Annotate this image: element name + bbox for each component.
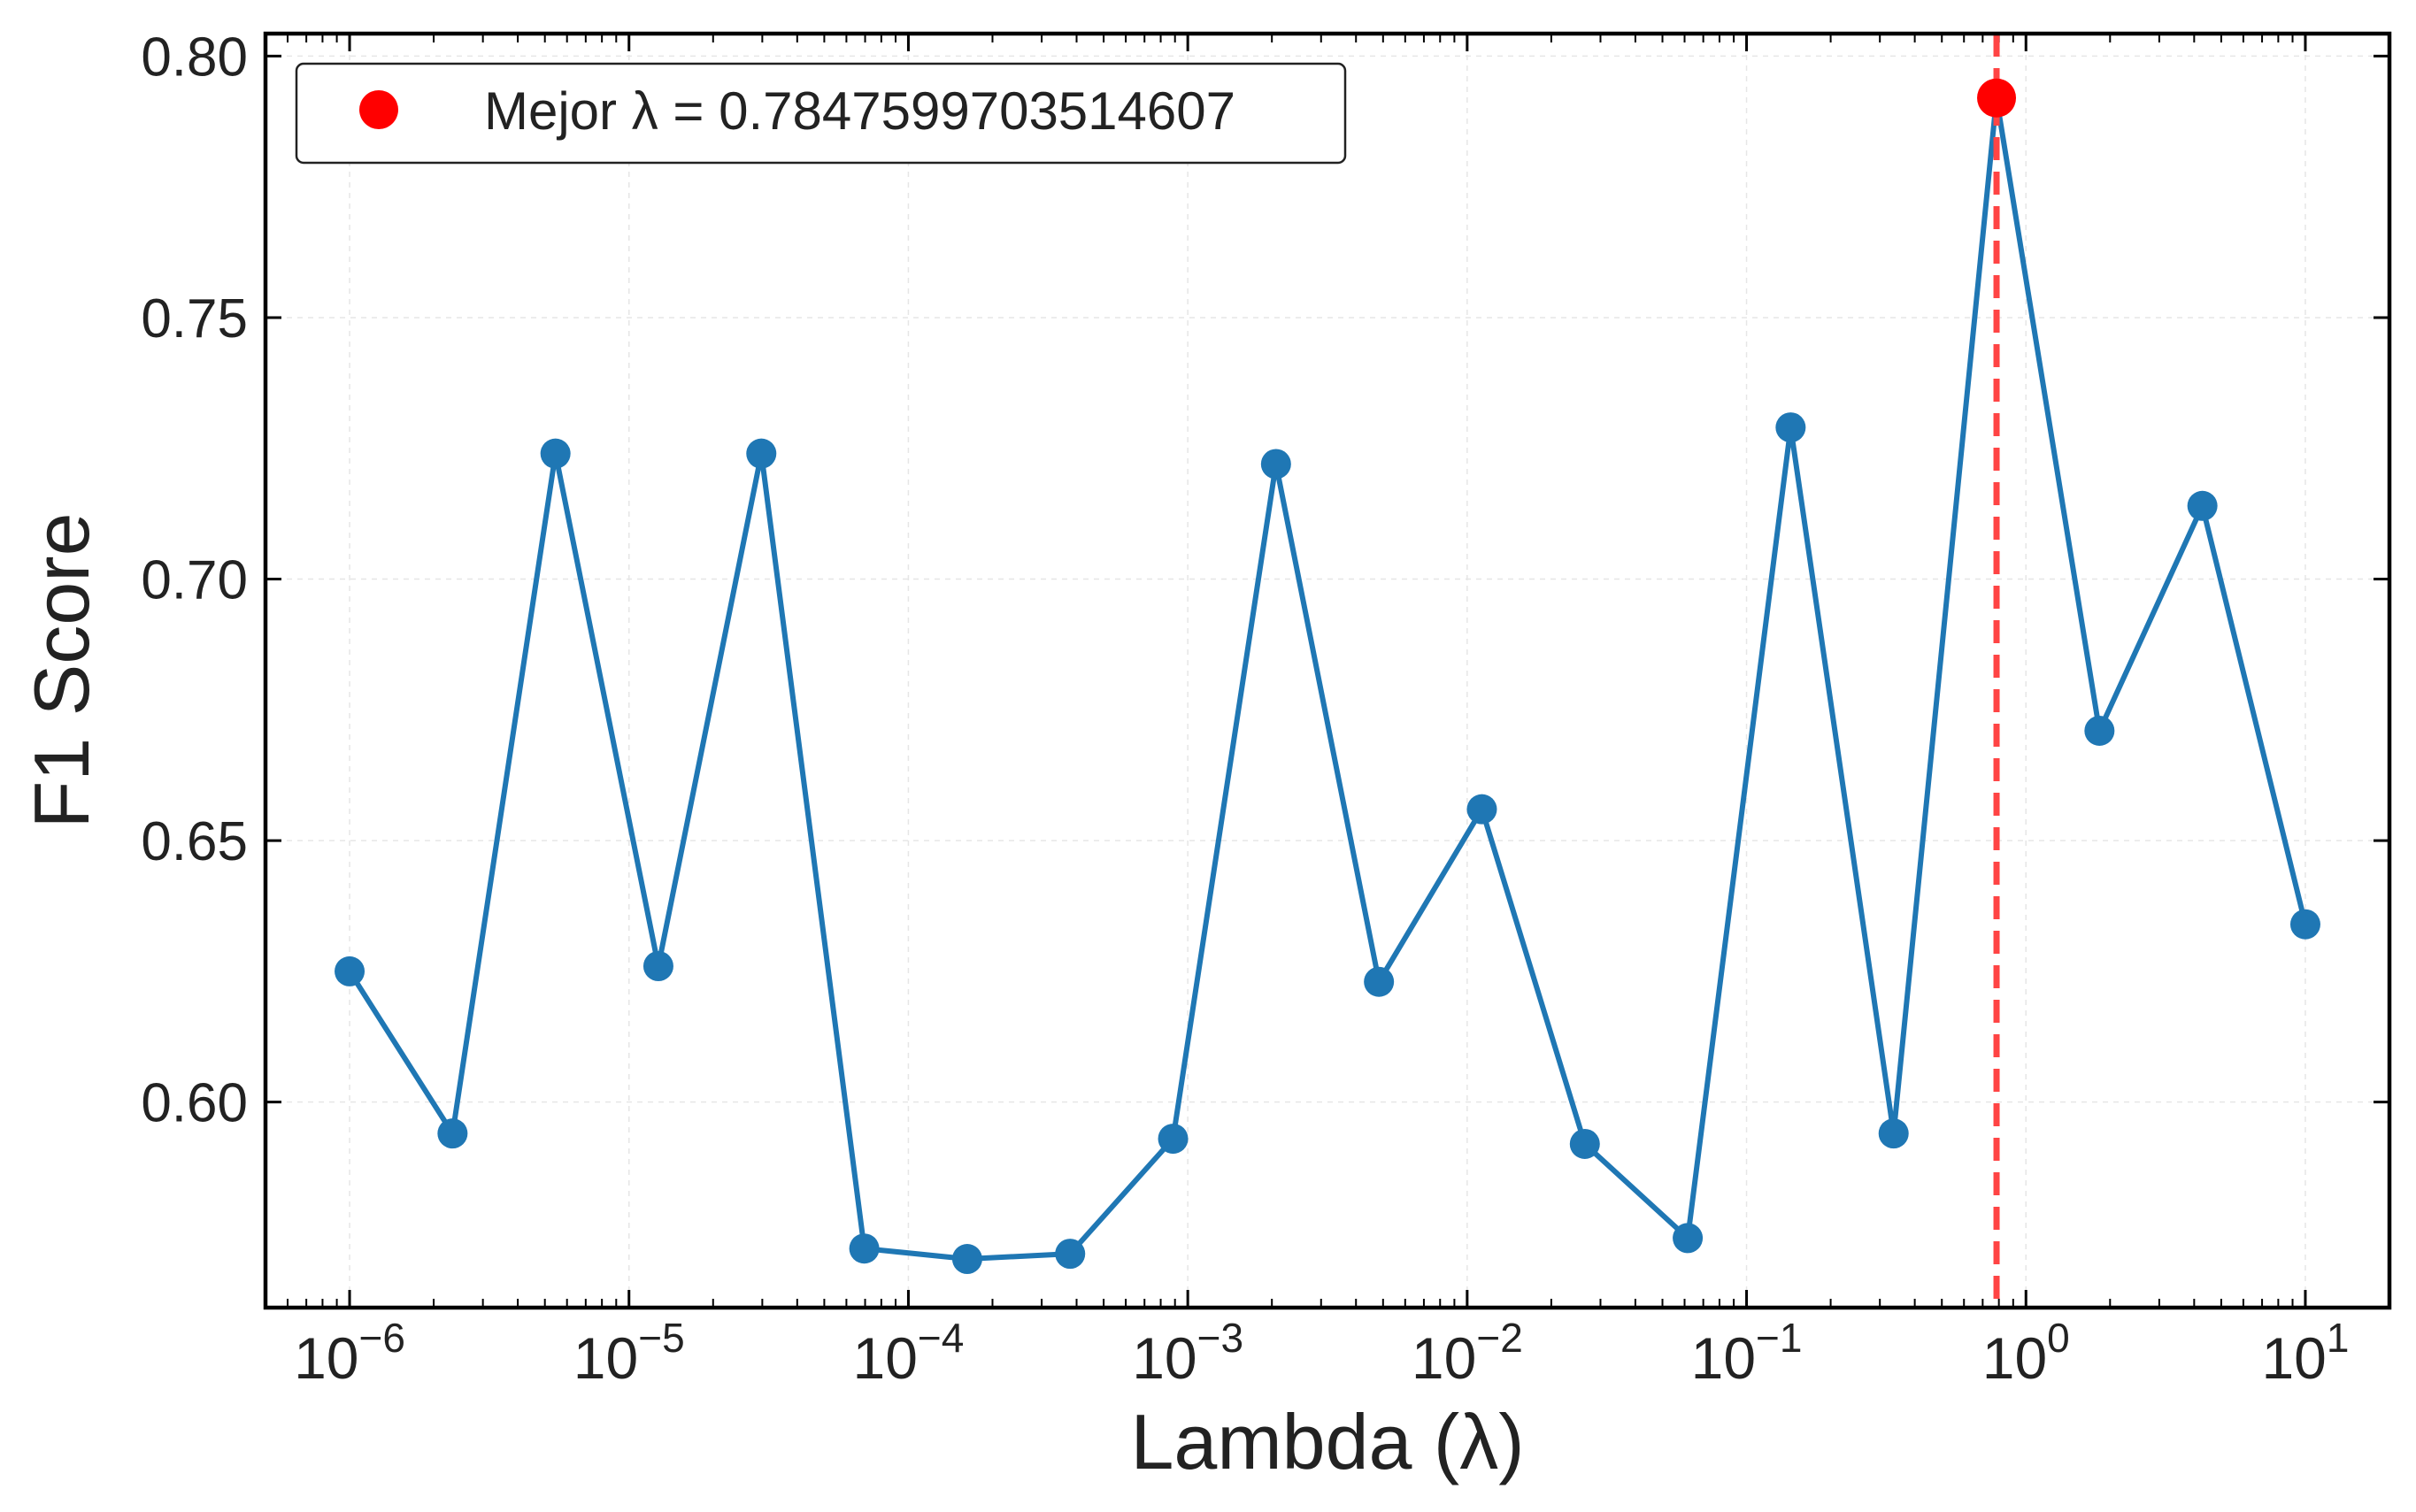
- x-tick-label: 101: [2261, 1315, 2349, 1391]
- legend-box: [295, 62, 1347, 165]
- data-point: [335, 956, 365, 986]
- y-tick-label: 0.80: [141, 27, 248, 88]
- data-layer: [335, 34, 2320, 1308]
- data-point: [1878, 1118, 1909, 1149]
- y-tick-label: 0.70: [141, 550, 248, 611]
- plot-frame: [263, 31, 2392, 1310]
- data-point: [1158, 1124, 1189, 1155]
- data-point: [1055, 1239, 1086, 1270]
- series-line: [347, 95, 2308, 1262]
- legend: Mejor λ = 0.7847599703514607: [295, 62, 1347, 165]
- legend-marker: [359, 90, 398, 129]
- y-tick-label: 0.75: [141, 288, 248, 349]
- data-point: [2084, 715, 2115, 746]
- data-point: [540, 438, 571, 469]
- data-point: [1260, 449, 1291, 480]
- x-axis-label: Lambda (λ): [1130, 1398, 1524, 1485]
- data-point: [1364, 966, 1395, 997]
- y-tick-label: 0.60: [141, 1073, 248, 1134]
- grid: [265, 34, 2389, 1308]
- data-point: [746, 438, 777, 469]
- data-point: [642, 950, 673, 981]
- legend-label: Mejor λ = 0.7847599703514607: [484, 81, 1235, 141]
- data-point: [1775, 412, 1806, 443]
- data-point: [1569, 1128, 1600, 1159]
- best-point-marker: [1977, 78, 2017, 118]
- data-point: [849, 1233, 880, 1264]
- y-tick-label: 0.65: [141, 811, 248, 872]
- data-point: [437, 1118, 468, 1149]
- data-point: [2289, 909, 2320, 940]
- y-axis-label: F1 Score: [18, 512, 105, 828]
- data-point: [1673, 1223, 1704, 1254]
- data-point: [951, 1244, 982, 1275]
- data-point: [1466, 794, 1497, 825]
- data-point: [2187, 490, 2218, 521]
